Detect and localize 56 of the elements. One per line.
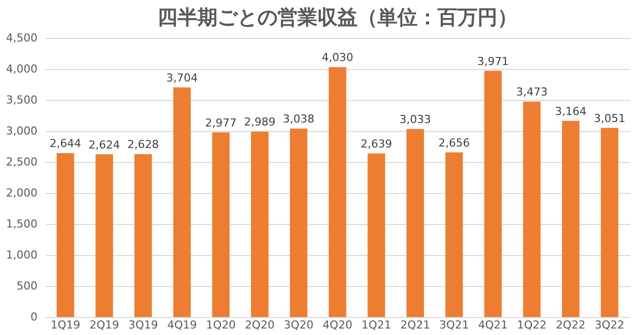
y-tick-label: 3,500 bbox=[6, 94, 38, 106]
data-label: 2,644 bbox=[50, 137, 82, 150]
x-tick-label: 2Q22 bbox=[556, 318, 586, 332]
data-label: 2,656 bbox=[438, 136, 470, 150]
bar bbox=[251, 132, 269, 317]
y-tick-label: 1,500 bbox=[6, 218, 38, 230]
data-label: 4,030 bbox=[322, 51, 354, 64]
x-tick-label: 2Q19 bbox=[89, 318, 120, 332]
bar bbox=[368, 153, 386, 317]
x-tick-label: 4Q19 bbox=[167, 318, 197, 332]
data-label: 3,051 bbox=[594, 112, 626, 125]
x-tick-label: 4Q21 bbox=[478, 318, 508, 332]
x-tick-label: 3Q22 bbox=[594, 318, 624, 332]
bar bbox=[484, 70, 502, 317]
x-tick-label: 2Q20 bbox=[244, 318, 275, 332]
data-label: 3,971 bbox=[477, 54, 509, 68]
data-label: 3,704 bbox=[166, 71, 198, 84]
bar bbox=[173, 87, 191, 317]
bar bbox=[96, 154, 114, 317]
data-label: 3,164 bbox=[554, 104, 586, 118]
y-tick-label: 500 bbox=[16, 280, 38, 292]
data-label: 2,624 bbox=[88, 138, 120, 152]
data-label: 2,628 bbox=[127, 138, 159, 152]
bar bbox=[134, 154, 152, 317]
data-label: 2,639 bbox=[360, 137, 392, 150]
data-label: 2,977 bbox=[205, 116, 237, 130]
y-tick-label: 2,500 bbox=[6, 156, 38, 168]
data-label: 3,038 bbox=[282, 112, 314, 126]
x-tick-label: 3Q19 bbox=[128, 318, 158, 332]
y-tick-label: 4,500 bbox=[6, 32, 38, 44]
bar bbox=[600, 128, 618, 317]
x-tick-label: 3Q21 bbox=[439, 318, 469, 332]
y-tick-label: 2,000 bbox=[6, 186, 38, 200]
bar bbox=[290, 128, 308, 317]
x-tick-label: 3Q20 bbox=[284, 318, 314, 332]
x-tick-label: 4Q20 bbox=[322, 318, 352, 332]
bar bbox=[406, 128, 424, 317]
bar bbox=[212, 132, 230, 317]
x-tick-label: 1Q19 bbox=[50, 318, 80, 332]
x-tick-label: 1Q22 bbox=[517, 318, 547, 332]
y-tick-label: 0 bbox=[30, 310, 38, 324]
data-label: 2,989 bbox=[244, 116, 276, 129]
x-tick-label: 1Q20 bbox=[206, 318, 236, 332]
y-tick-label: 1,000 bbox=[6, 248, 38, 262]
bar bbox=[445, 152, 463, 317]
data-label: 3,033 bbox=[399, 112, 431, 126]
bar bbox=[562, 120, 580, 317]
chart-title: 四半期ごとの営業収益（単位：百万円） bbox=[158, 5, 518, 29]
y-tick-label: 4,000 bbox=[6, 62, 38, 76]
x-tick-label: 2Q21 bbox=[400, 318, 430, 332]
y-tick-label: 3,000 bbox=[6, 124, 38, 138]
bar bbox=[523, 102, 541, 317]
bar bbox=[56, 153, 74, 317]
x-tick-label: 1Q21 bbox=[362, 318, 392, 332]
data-label: 3,473 bbox=[516, 86, 548, 99]
bar bbox=[328, 67, 346, 317]
